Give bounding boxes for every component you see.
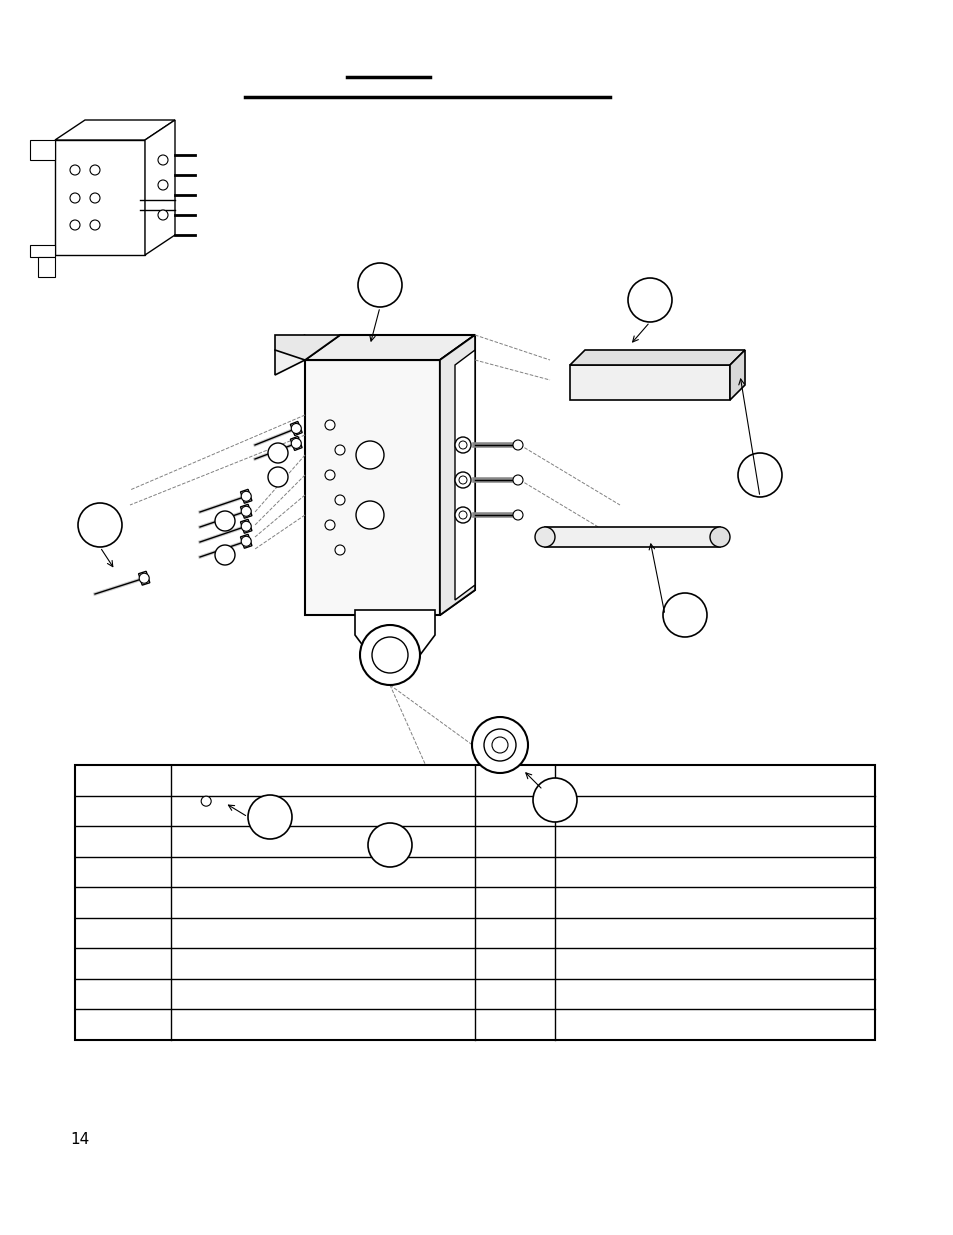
Text: 14: 14	[70, 1132, 90, 1147]
Polygon shape	[439, 335, 475, 615]
Polygon shape	[30, 245, 55, 257]
Circle shape	[201, 797, 211, 806]
Polygon shape	[290, 436, 302, 451]
Circle shape	[78, 503, 122, 547]
Circle shape	[158, 180, 168, 190]
Polygon shape	[55, 140, 145, 254]
Polygon shape	[240, 504, 252, 519]
Circle shape	[357, 263, 401, 308]
Circle shape	[372, 637, 408, 673]
Circle shape	[492, 737, 507, 753]
Polygon shape	[55, 120, 174, 140]
Circle shape	[455, 437, 471, 453]
Polygon shape	[569, 366, 729, 400]
Circle shape	[368, 823, 412, 867]
Circle shape	[248, 795, 292, 839]
Polygon shape	[544, 527, 720, 547]
Polygon shape	[439, 335, 475, 615]
Circle shape	[709, 527, 729, 547]
Circle shape	[335, 495, 345, 505]
Polygon shape	[290, 421, 302, 436]
Polygon shape	[305, 359, 439, 615]
Circle shape	[513, 510, 522, 520]
Circle shape	[241, 492, 251, 501]
Circle shape	[158, 210, 168, 220]
Polygon shape	[240, 535, 252, 548]
Polygon shape	[355, 610, 435, 655]
Polygon shape	[30, 140, 55, 161]
Circle shape	[483, 729, 516, 761]
Circle shape	[268, 443, 288, 463]
Circle shape	[662, 593, 706, 637]
Circle shape	[455, 508, 471, 522]
Circle shape	[241, 536, 251, 546]
Polygon shape	[240, 489, 252, 503]
Circle shape	[472, 718, 527, 773]
Circle shape	[738, 453, 781, 496]
Circle shape	[70, 193, 80, 203]
Circle shape	[158, 156, 168, 165]
Circle shape	[90, 220, 100, 230]
Circle shape	[458, 441, 467, 450]
Circle shape	[241, 506, 251, 516]
Circle shape	[291, 424, 301, 433]
Polygon shape	[38, 257, 55, 277]
Circle shape	[70, 220, 80, 230]
Circle shape	[359, 625, 419, 685]
Polygon shape	[729, 350, 744, 400]
Polygon shape	[240, 520, 252, 534]
Circle shape	[355, 441, 384, 469]
Circle shape	[214, 545, 234, 564]
Polygon shape	[138, 572, 150, 585]
Polygon shape	[569, 350, 744, 366]
Bar	[75, 764, 874, 1040]
Circle shape	[214, 511, 234, 531]
Circle shape	[70, 165, 80, 175]
Circle shape	[458, 475, 467, 484]
Circle shape	[533, 778, 577, 823]
Circle shape	[458, 511, 467, 519]
Circle shape	[291, 438, 301, 448]
Circle shape	[325, 520, 335, 530]
Polygon shape	[200, 794, 212, 808]
Polygon shape	[455, 350, 475, 600]
Circle shape	[513, 475, 522, 485]
Circle shape	[335, 545, 345, 555]
Polygon shape	[145, 120, 174, 254]
Circle shape	[535, 527, 555, 547]
Circle shape	[90, 193, 100, 203]
Circle shape	[90, 165, 100, 175]
Circle shape	[335, 445, 345, 454]
Circle shape	[241, 521, 251, 531]
Polygon shape	[274, 335, 339, 359]
Polygon shape	[274, 335, 305, 375]
Circle shape	[355, 501, 384, 529]
Circle shape	[513, 440, 522, 450]
Circle shape	[455, 472, 471, 488]
Polygon shape	[305, 335, 475, 359]
Circle shape	[325, 471, 335, 480]
Circle shape	[268, 467, 288, 487]
Circle shape	[627, 278, 671, 322]
Circle shape	[139, 573, 149, 583]
Circle shape	[325, 420, 335, 430]
